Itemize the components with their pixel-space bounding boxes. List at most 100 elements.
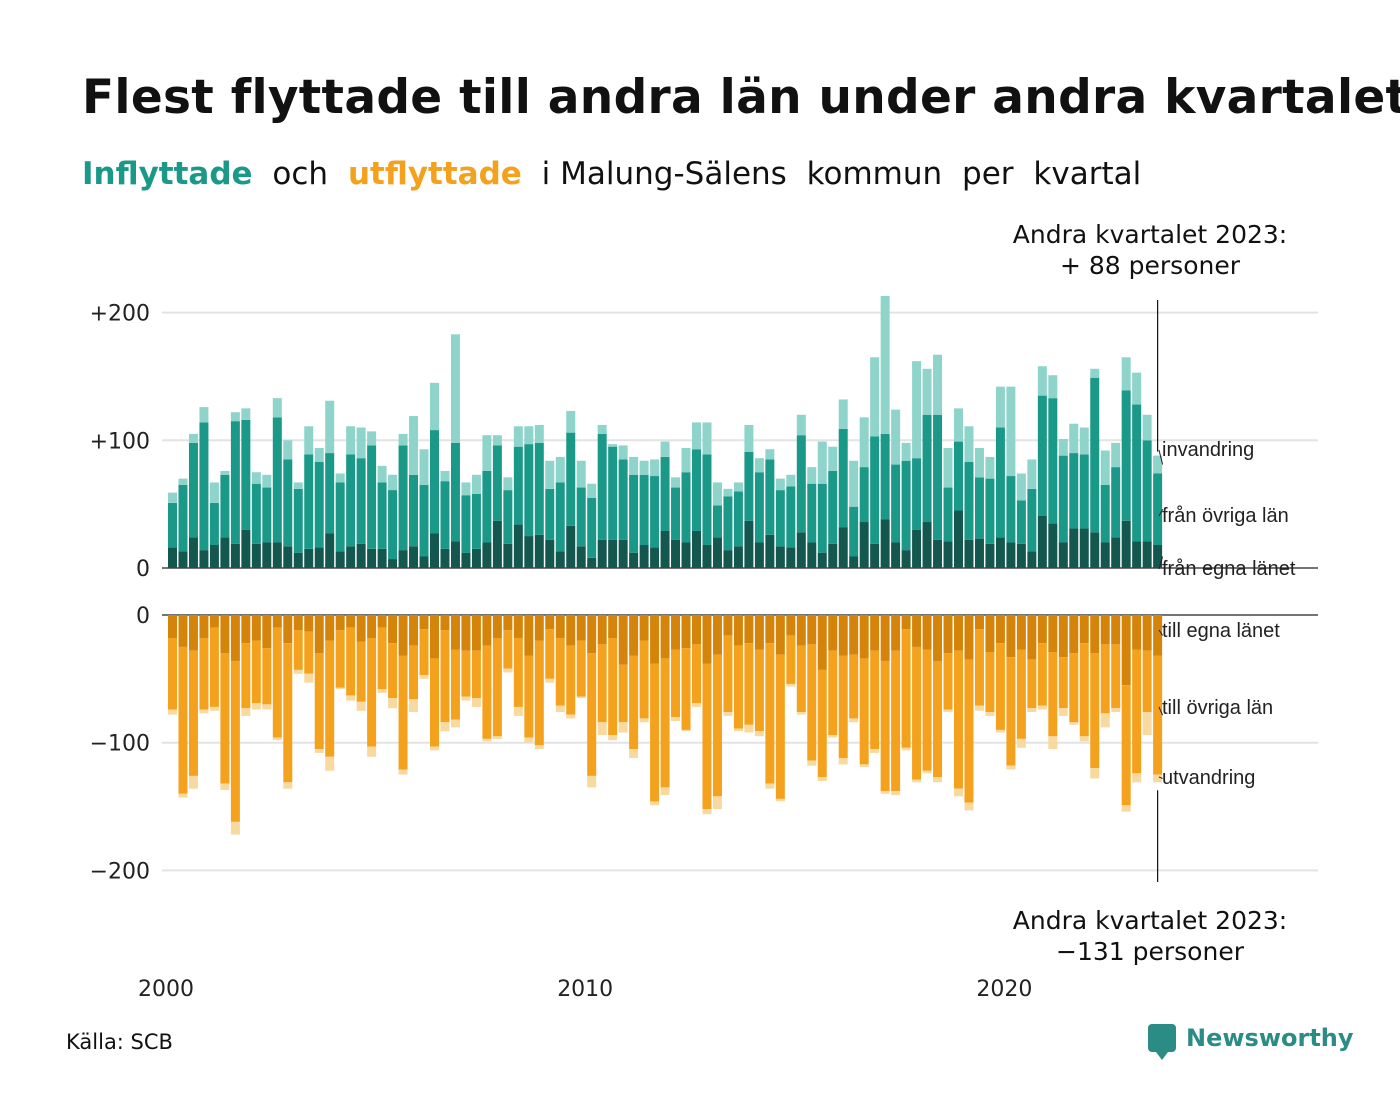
bar-in-2 xyxy=(1016,473,1026,501)
bar-out-1 xyxy=(335,630,345,688)
bar-out-1 xyxy=(744,643,754,725)
bar-in-0 xyxy=(1016,543,1026,568)
bar-in-2 xyxy=(398,433,408,446)
bar-out-1 xyxy=(199,637,209,710)
bar-in-2 xyxy=(346,426,356,455)
bar-out-2 xyxy=(461,696,471,701)
bar-out-1 xyxy=(765,643,775,784)
bar-out-1 xyxy=(859,658,869,765)
bar-in-1 xyxy=(251,483,261,544)
newsworthy-logo-icon xyxy=(1148,1024,1176,1060)
bar-out-1 xyxy=(503,630,513,669)
bar-out-1 xyxy=(576,640,586,697)
bar-out-1 xyxy=(650,663,660,802)
bar-in-2 xyxy=(188,433,198,443)
bar-out-0 xyxy=(754,615,764,650)
bar-in-0 xyxy=(314,547,324,568)
bar-in-2 xyxy=(629,456,639,475)
bar-out-1 xyxy=(943,653,953,710)
bar-in-0 xyxy=(954,510,963,568)
bar-in-2 xyxy=(933,354,943,415)
bar-out-0 xyxy=(482,615,492,646)
bar-in-0 xyxy=(723,550,733,568)
bar-out-0 xyxy=(513,615,523,638)
bar-out-0 xyxy=(681,615,691,649)
bar-in-2 xyxy=(471,474,481,494)
bar-out-0 xyxy=(618,615,628,665)
bar-out-0 xyxy=(608,615,618,638)
bar-in-0 xyxy=(1058,542,1068,568)
bar-out-1 xyxy=(671,649,681,718)
bar-out-1 xyxy=(639,640,649,719)
bar-out-2 xyxy=(786,683,796,687)
bar-in-1 xyxy=(335,482,345,552)
bar-out-2 xyxy=(1079,736,1089,742)
bar-out-1 xyxy=(995,643,1005,730)
bar-out-0 xyxy=(629,615,639,656)
bar-in-2 xyxy=(450,334,460,443)
bar-out-0 xyxy=(283,615,293,644)
bars-utflyttade xyxy=(168,615,1163,835)
bar-out-2 xyxy=(692,703,701,707)
bar-in-2 xyxy=(209,482,219,503)
bar-out-0 xyxy=(901,615,911,630)
bar-in-1 xyxy=(409,474,419,547)
bar-in-0 xyxy=(1079,528,1089,568)
bar-in-2 xyxy=(220,470,230,475)
bar-out-2 xyxy=(199,709,209,714)
bar-in-1 xyxy=(629,474,639,553)
bar-in-1 xyxy=(723,496,733,551)
bar-out-2 xyxy=(251,703,261,710)
bar-in-1 xyxy=(681,472,691,543)
bar-out-2 xyxy=(1121,805,1131,812)
bar-in-1 xyxy=(1069,453,1079,529)
bar-in-2 xyxy=(168,492,177,503)
bar-out-2 xyxy=(513,706,523,716)
bar-in-1 xyxy=(1111,467,1121,538)
bar-out-1 xyxy=(450,649,460,720)
bar-out-0 xyxy=(377,615,387,628)
bar-in-1 xyxy=(188,442,198,538)
bar-in-1 xyxy=(891,464,901,543)
bar-in-0 xyxy=(1142,541,1152,568)
bar-in-1 xyxy=(817,483,827,553)
bar-out-1 xyxy=(513,637,523,707)
bar-out-2 xyxy=(671,717,681,721)
bar-in-1 xyxy=(1121,390,1131,521)
bar-in-1 xyxy=(262,487,272,543)
bar-out-1 xyxy=(964,659,974,803)
bar-out-1 xyxy=(524,655,534,738)
bar-out-1 xyxy=(209,627,219,707)
bar-out-1 xyxy=(985,652,995,713)
bar-out-1 xyxy=(870,650,880,750)
bar-in-2 xyxy=(671,477,681,488)
bar-in-0 xyxy=(1090,532,1100,568)
bar-out-0 xyxy=(943,615,953,654)
bar-out-0 xyxy=(933,615,943,661)
legend-leader-bottom xyxy=(1158,706,1164,716)
bar-out-1 xyxy=(293,630,303,670)
bar-in-1 xyxy=(283,459,293,547)
bar-in-1 xyxy=(964,462,974,540)
annotation-bottom-line2: −131 personer xyxy=(1056,937,1245,966)
bar-in-2 xyxy=(796,414,806,436)
bar-out-0 xyxy=(576,615,586,641)
bar-in-1 xyxy=(775,490,785,547)
bar-out-0 xyxy=(1153,615,1163,656)
bar-out-1 xyxy=(346,627,356,696)
annotation-top-line2: + 88 personer xyxy=(1060,251,1241,280)
bar-out-0 xyxy=(1142,615,1152,651)
bar-out-2 xyxy=(482,738,492,742)
bar-in-1 xyxy=(230,421,240,544)
bar-out-2 xyxy=(555,705,565,713)
bar-out-0 xyxy=(304,615,314,632)
bar-out-0 xyxy=(199,615,209,638)
bar-in-0 xyxy=(933,539,943,568)
bar-in-1 xyxy=(471,493,481,549)
bar-in-1 xyxy=(1016,500,1026,544)
bar-out-2 xyxy=(1048,736,1058,750)
bar-in-0 xyxy=(870,543,880,568)
bar-in-1 xyxy=(1153,473,1163,546)
bar-out-2 xyxy=(188,775,198,789)
legend-leader-top xyxy=(1158,449,1164,465)
